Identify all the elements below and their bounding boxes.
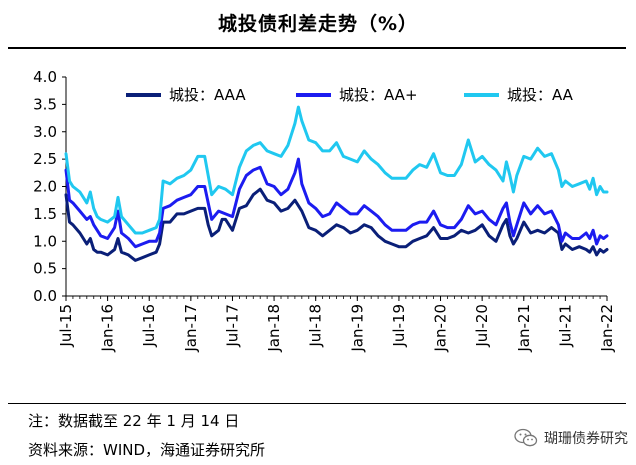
- series-line-2: [64, 157, 609, 249]
- x-tick-label: Jan-16: [99, 304, 117, 353]
- watermark: 瑚珊债券研究: [514, 428, 628, 448]
- x-tick-label: Jul-17: [223, 304, 241, 348]
- notes-rule: [8, 403, 626, 404]
- x-tick-label: Jan-22: [598, 304, 616, 353]
- y-tick-label: 2.0: [33, 178, 57, 196]
- y-tick-label: 2.5: [33, 150, 57, 168]
- data-cutoff-note: 注：数据截至 22 年 1 月 14 日: [28, 412, 240, 430]
- x-tick-label: Jan-18: [265, 304, 283, 353]
- x-tick-label: Jul-15: [57, 304, 75, 348]
- legend-label-2: 城投：AA+: [339, 86, 418, 104]
- x-tick-label: Jan-20: [432, 304, 450, 353]
- y-tick-label: 0.0: [33, 287, 57, 305]
- x-tick-label: Jul-18: [307, 304, 325, 348]
- y-tick-label: 1.5: [33, 205, 57, 223]
- x-tick-label: Jan-19: [348, 304, 366, 353]
- legend-label-1: 城投：AAA: [169, 86, 246, 104]
- source-note: 资料来源：WIND，海通证券研究所: [28, 441, 266, 459]
- x-tick-label: Jan-21: [515, 304, 533, 353]
- y-tick-label: 0.5: [33, 260, 57, 278]
- x-tick-label: Jul-19: [390, 304, 408, 348]
- title-rule: [8, 47, 626, 49]
- series-line-3: [64, 105, 609, 235]
- x-tick-label: Jul-21: [556, 304, 574, 348]
- y-tick-label: 3.0: [33, 123, 57, 141]
- y-tick-label: 1.0: [33, 232, 57, 250]
- chart-title: 城投债利差走势（%）: [217, 13, 419, 35]
- series-line-1: [64, 187, 609, 262]
- x-tick-label: Jan-17: [182, 304, 200, 353]
- wechat-icon: [514, 428, 538, 447]
- legend-label-3: 城投：AA: [507, 86, 574, 104]
- x-tick-label: Jul-20: [473, 304, 491, 348]
- watermark-text: 瑚珊债券研究: [544, 431, 628, 447]
- line-chart: 0.0 0.5 1.0 1.5 2.0 2.5 3.0 3.5 4.0 Jul-15 Jan-16 J…: [33, 68, 616, 353]
- x-tick-label: Jul-16: [140, 304, 158, 348]
- y-tick-label: 3.5: [33, 95, 57, 113]
- y-tick-label: 4.0: [33, 68, 57, 86]
